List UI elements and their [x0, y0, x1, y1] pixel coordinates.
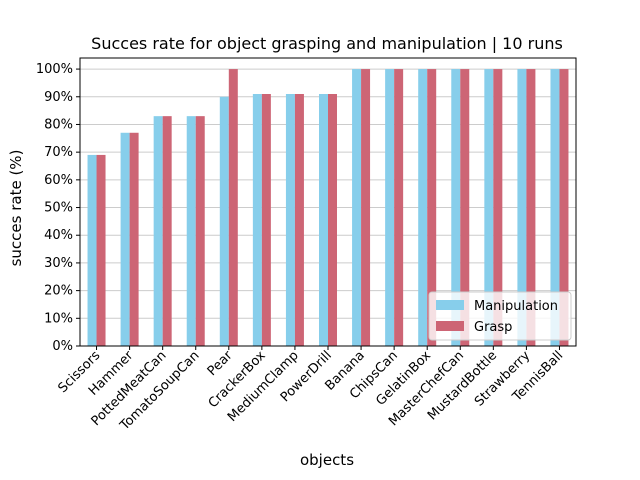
bar-manipulation-crackerbox [252, 94, 262, 346]
bar-grasp-hammer [129, 132, 139, 346]
y-tick-label: 60% [44, 173, 73, 188]
bar-manipulation-banana [352, 69, 362, 347]
bars [87, 69, 569, 347]
y-tick-label: 70% [44, 145, 73, 160]
bar-grasp-masterchefcan [460, 69, 470, 347]
y-tick-label: 80% [44, 117, 73, 132]
bar-grasp-chipscan [394, 69, 404, 347]
bar-grasp-crackerbox [261, 94, 271, 346]
bar-grasp-mustardbottle [493, 69, 503, 347]
bar-grasp-pottedmeatcan [162, 116, 172, 347]
y-axis: 0% 10% 20% 30% 40% 50% 60% 70% 80% 90% 100% [36, 62, 80, 354]
legend-box [428, 291, 572, 341]
legend-swatch-grasp [436, 321, 464, 331]
y-tick-label: 10% [44, 311, 73, 326]
bar-manipulation-mediumclamp [285, 94, 295, 346]
bar-manipulation-pottedmeatcan [153, 116, 163, 347]
bar-grasp-tennisball [559, 69, 569, 347]
y-tick-label: 40% [44, 228, 73, 243]
chart-title: Succes rate for object grasping and mani… [91, 34, 563, 53]
y-tick-label: 90% [44, 90, 73, 105]
bar-manipulation-gelatinbox [418, 69, 428, 347]
y-tick-label: 50% [44, 201, 73, 216]
bar-grasp-gelatinbox [427, 69, 437, 347]
bar-manipulation-hammer [120, 132, 130, 346]
y-tick-label: 30% [44, 256, 73, 271]
bar-manipulation-powerdrill [319, 94, 328, 346]
y-tick-label: 100% [36, 62, 73, 77]
y-tick-label: 20% [44, 284, 73, 299]
bar-manipulation-pear [219, 96, 229, 347]
legend-label-manipulation: Manipulation [474, 299, 558, 314]
legend: Manipulation Grasp [428, 291, 572, 341]
bar-manipulation-mustardbottle [484, 69, 494, 347]
legend-label-grasp: Grasp [474, 320, 512, 335]
bar-manipulation-tennisball [550, 69, 560, 347]
y-axis-title: succes rate (%) [7, 150, 25, 267]
bar-grasp-mediumclamp [294, 94, 304, 346]
bar-manipulation-strawberry [517, 69, 527, 347]
y-tick-label: 0% [52, 339, 73, 354]
bar-grasp-pear [228, 69, 238, 347]
bar-manipulation-scissors [87, 154, 97, 346]
legend-swatch-manipulation [436, 300, 464, 310]
bar-manipulation-chipscan [385, 69, 395, 347]
bar-grasp-strawberry [526, 69, 536, 347]
x-axis-title: objects [300, 451, 354, 469]
bar-grasp-powerdrill [328, 94, 337, 346]
bar-grasp-tomatosoupcan [195, 116, 205, 347]
bar-grasp-scissors [96, 154, 106, 346]
bar-grasp-banana [361, 69, 371, 347]
bar-manipulation-tomatosoupcan [186, 116, 196, 347]
bar-manipulation-masterchefcan [451, 69, 461, 347]
